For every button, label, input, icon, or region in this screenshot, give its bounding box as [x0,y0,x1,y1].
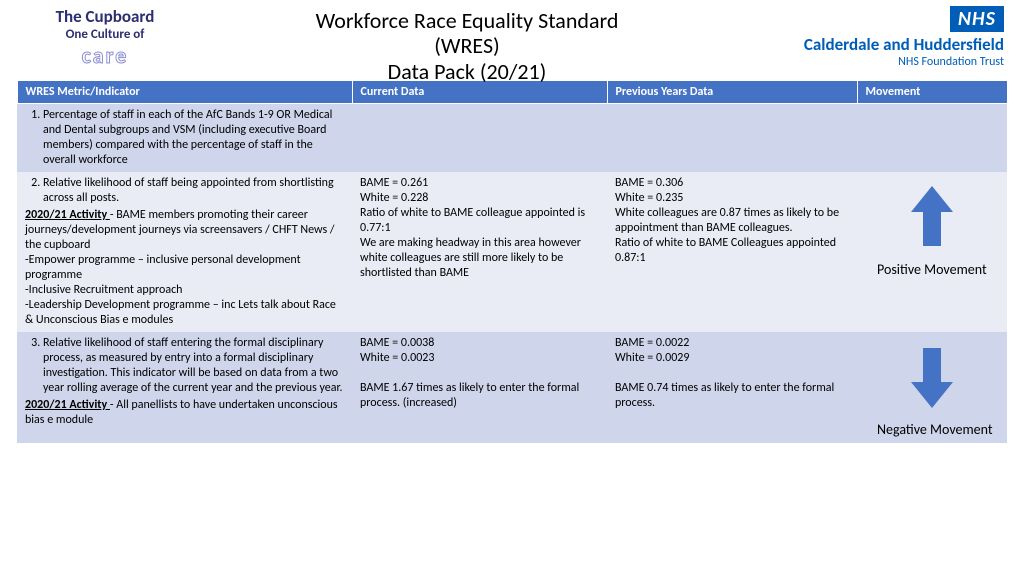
cell-metric: Relative likelihood of staff entering th… [17,332,352,443]
table-row: Relative likelihood of staff entering th… [17,332,1007,443]
logo-line1: The Cupboard [20,6,190,27]
nhs-logo-block: NHS Calderdale and Huddersfield NHS Foun… [744,6,1004,69]
nhs-logo: NHS [950,6,1004,32]
th-metric: WRES Metric/Indicator [17,81,352,104]
cell-movement [857,104,1007,173]
cell-previous [607,104,857,173]
page-header: The Cupboard One Culture of care Workfor… [0,0,1024,80]
cupboard-logo: The Cupboard One Culture of care [20,6,190,69]
cell-previous: BAME = 0.306White = 0.235 White colleagu… [607,172,857,332]
logo-line2: One Culture of [20,27,190,42]
trust-subtitle: NHS Foundation Trust [744,55,1004,69]
th-previous: Previous Years Data [607,81,857,104]
arrow-up-icon [909,184,955,250]
logo-line3: care [20,42,190,69]
cell-movement: Negative Movement [857,332,1007,443]
th-movement: Movement [857,81,1007,104]
movement-label: Negative Movement [865,422,999,439]
cell-current: BAME = 0.261White = 0.228 Ratio of white… [352,172,607,332]
arrow-down-icon [909,344,955,410]
cell-metric: Relative likelihood of staff being appoi… [17,172,352,332]
page-title: Workforce Race Equality Standard(WRES)Da… [316,8,619,84]
cell-movement: Positive Movement [857,172,1007,332]
wres-table: WRES Metric/Indicator Current Data Previ… [17,80,1008,443]
cell-current: BAME = 0.0038White = 0.0023BAME 1.67 tim… [352,332,607,443]
cell-metric: Percentage of staff in each of the AfC B… [17,104,352,173]
table-row: Relative likelihood of staff being appoi… [17,172,1007,332]
activity-heading: 2020/21 Activity [25,208,110,222]
cell-previous: BAME = 0.0022White = 0.0029BAME 0.74 tim… [607,332,857,443]
cell-current [352,104,607,173]
trust-name: Calderdale and Huddersfield [744,34,1004,55]
activity-heading: 2020/21 Activity [25,398,110,412]
movement-label: Positive Movement [865,262,999,279]
table-row: Percentage of staff in each of the AfC B… [17,104,1007,173]
